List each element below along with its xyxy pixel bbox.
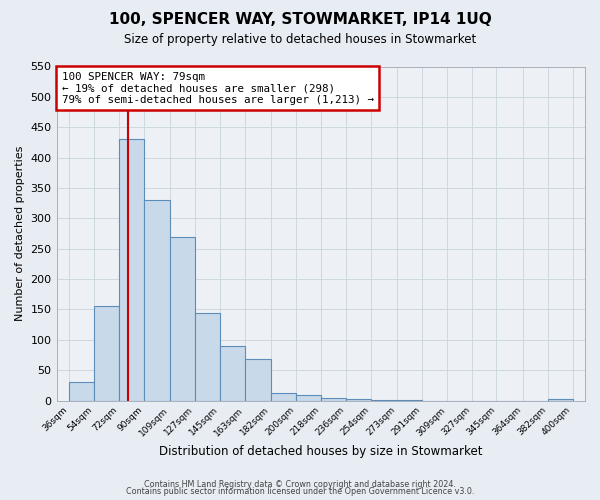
Bar [94,306,119,400]
Bar [170,236,195,400]
Bar [69,382,94,400]
Bar [245,360,271,401]
Y-axis label: Number of detached properties: Number of detached properties [15,146,25,321]
Bar [195,312,220,400]
Bar [220,346,245,401]
Text: Contains public sector information licensed under the Open Government Licence v3: Contains public sector information licen… [126,488,474,496]
Bar [143,200,170,400]
Bar [271,392,296,400]
Bar [296,395,321,400]
Text: Contains HM Land Registry data © Crown copyright and database right 2024.: Contains HM Land Registry data © Crown c… [144,480,456,489]
Text: 100 SPENCER WAY: 79sqm
← 19% of detached houses are smaller (298)
79% of semi-de: 100 SPENCER WAY: 79sqm ← 19% of detached… [62,72,374,104]
Text: 100, SPENCER WAY, STOWMARKET, IP14 1UQ: 100, SPENCER WAY, STOWMARKET, IP14 1UQ [109,12,491,28]
X-axis label: Distribution of detached houses by size in Stowmarket: Distribution of detached houses by size … [159,444,482,458]
Bar [119,140,143,400]
Bar [321,398,346,400]
Text: Size of property relative to detached houses in Stowmarket: Size of property relative to detached ho… [124,32,476,46]
